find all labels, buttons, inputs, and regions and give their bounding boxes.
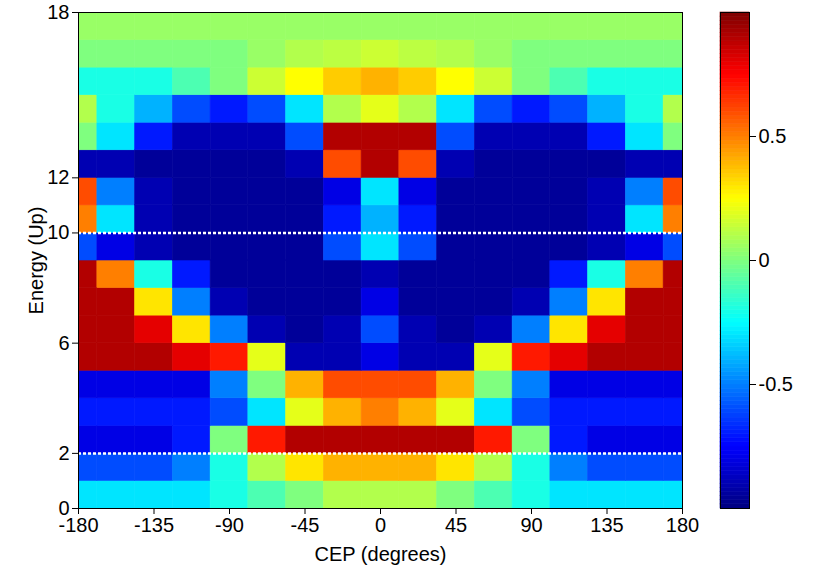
svg-text:0.5: 0.5	[759, 125, 787, 147]
svg-text:0: 0	[759, 249, 770, 271]
svg-text:Energy (Up): Energy (Up)	[25, 207, 47, 315]
svg-text:0: 0	[375, 514, 386, 536]
svg-text:180: 180	[666, 514, 699, 536]
svg-text:-0.5: -0.5	[759, 373, 793, 395]
svg-text:18: 18	[47, 1, 69, 23]
svg-text:10: 10	[47, 221, 69, 243]
svg-text:-180: -180	[58, 514, 98, 536]
svg-text:-90: -90	[215, 514, 244, 536]
svg-text:2: 2	[58, 442, 69, 464]
svg-text:0: 0	[58, 496, 70, 519]
svg-text:-45: -45	[291, 514, 320, 536]
svg-text:135: 135	[590, 514, 623, 536]
svg-text:CEP (degrees): CEP (degrees)	[315, 543, 447, 565]
svg-text:-135: -135	[134, 514, 174, 536]
svg-text:12: 12	[47, 166, 69, 188]
svg-text:90: 90	[520, 514, 542, 536]
svg-text:45: 45	[445, 514, 467, 536]
svg-text:6: 6	[58, 332, 69, 354]
